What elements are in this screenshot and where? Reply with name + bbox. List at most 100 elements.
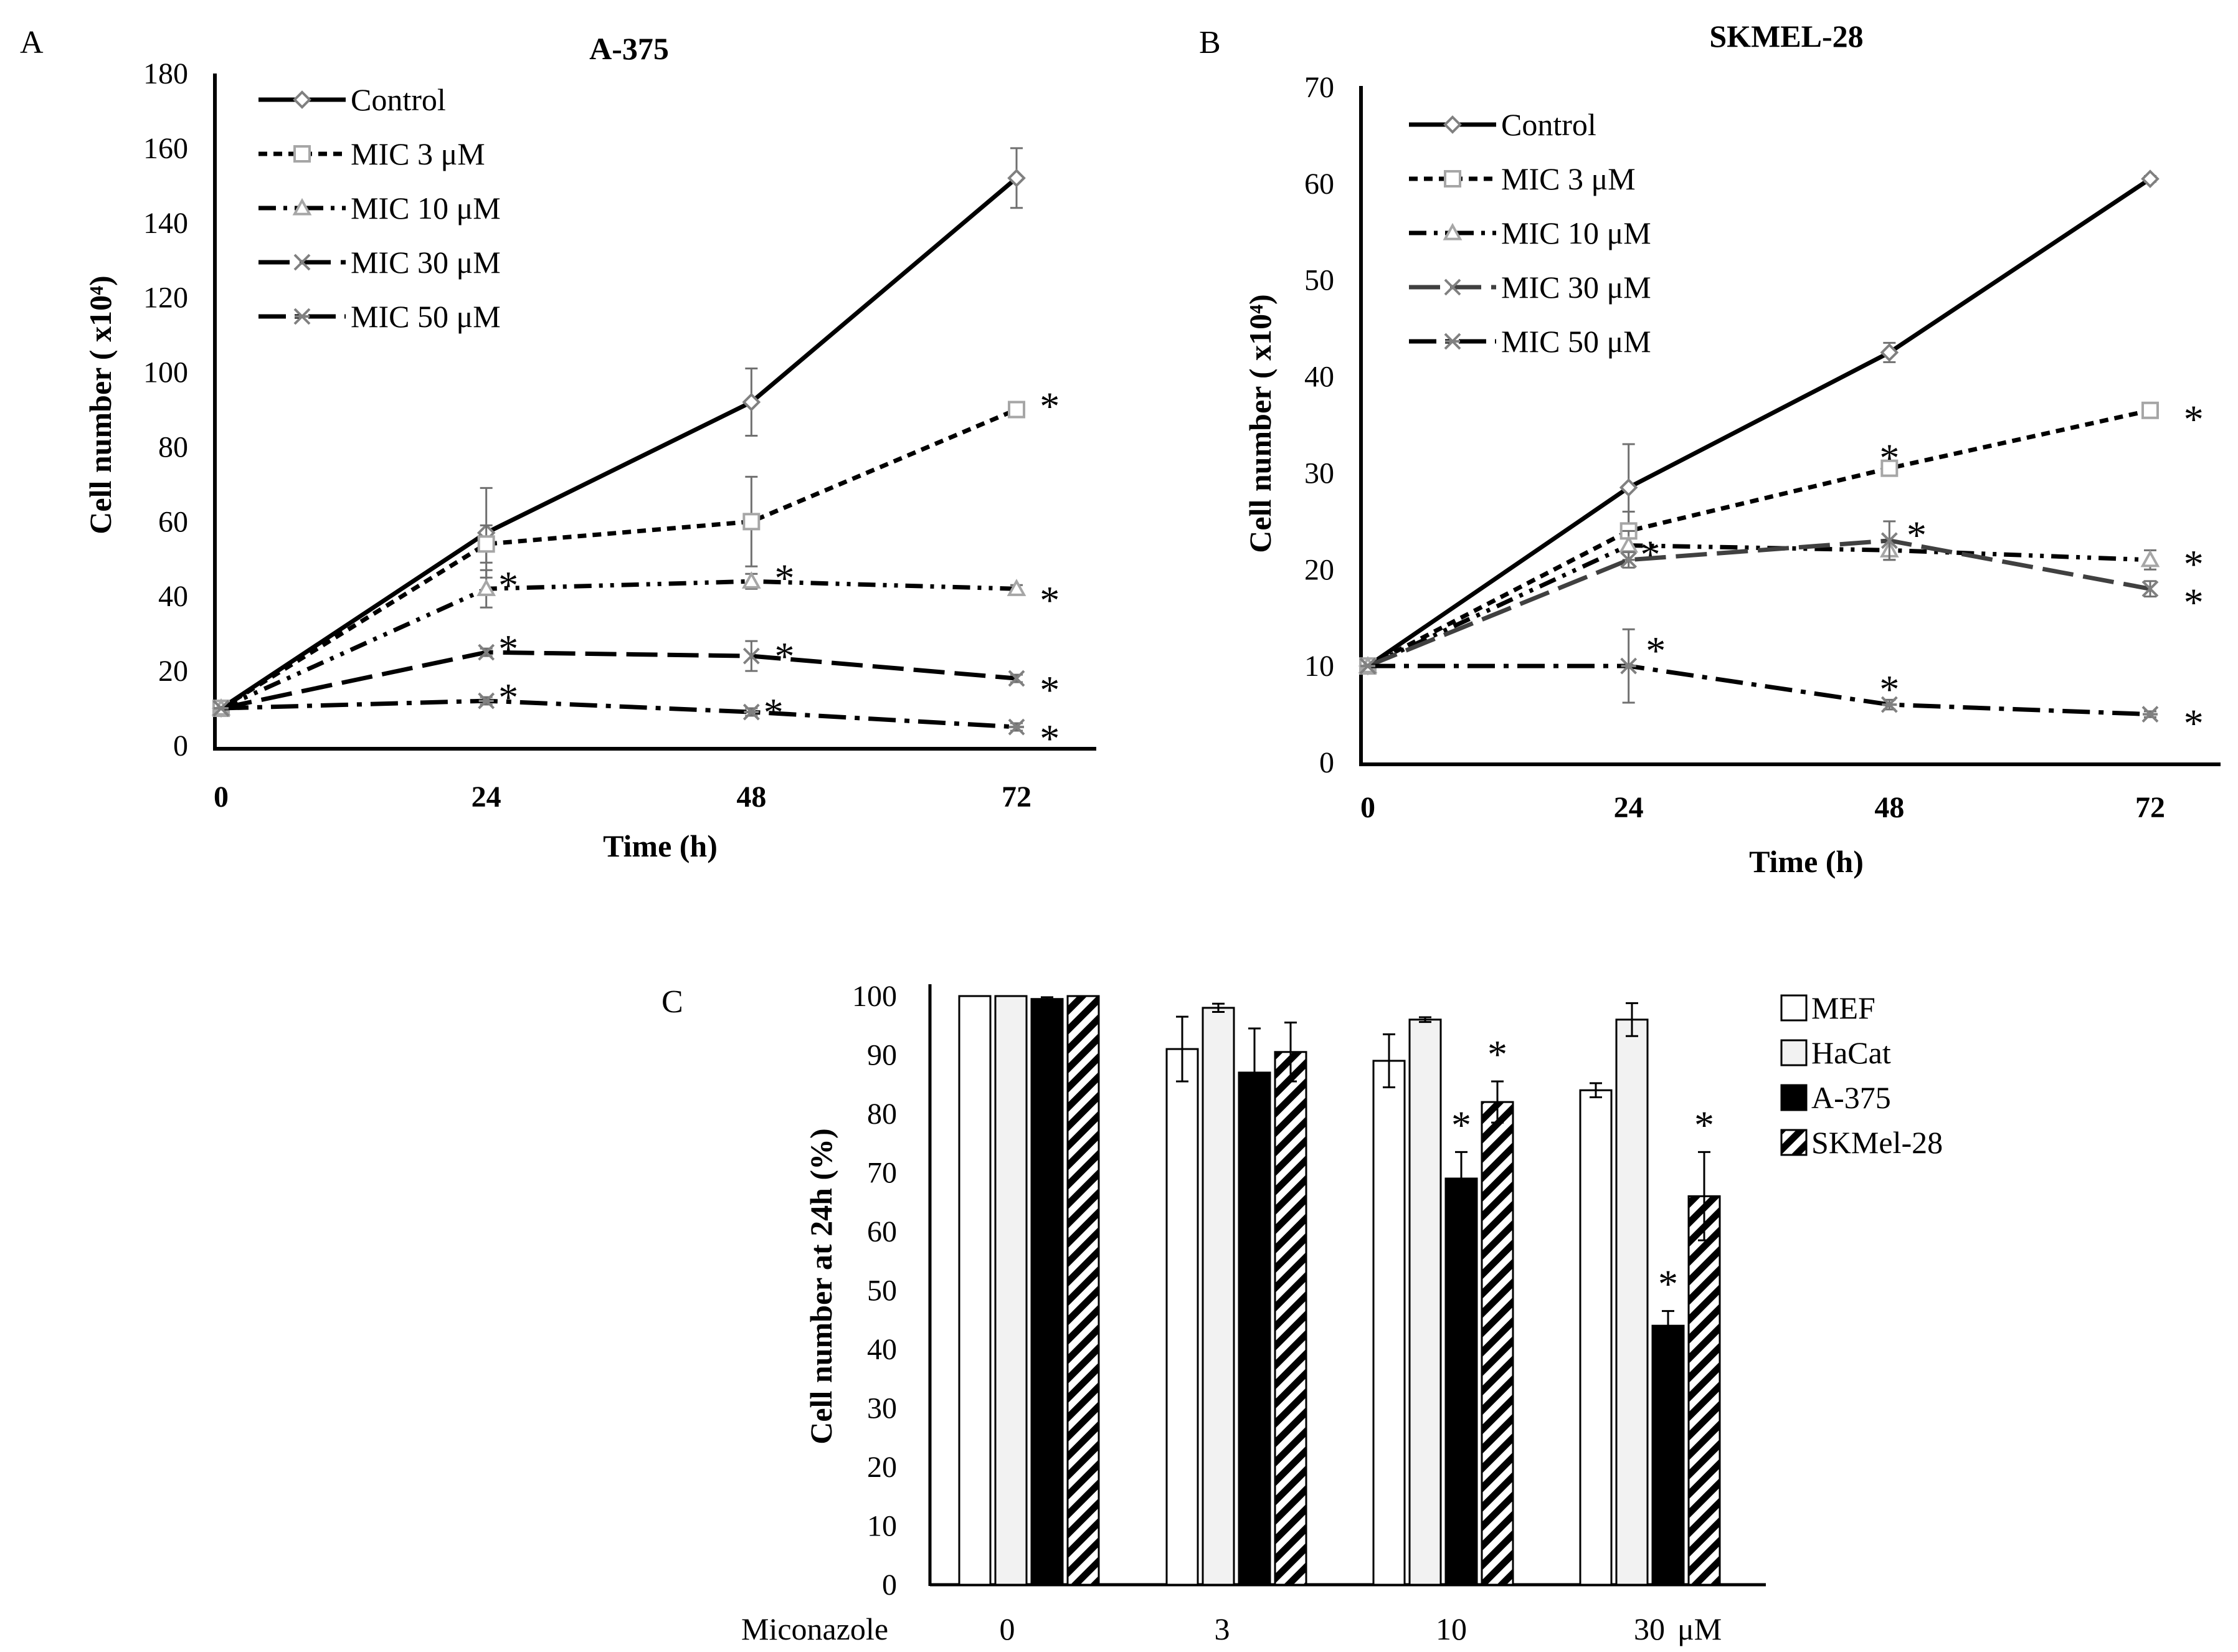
significance-star: * <box>764 690 784 734</box>
series-line <box>1368 663 2151 717</box>
y-axis-label-b: Cell number ( x10⁴) <box>1243 294 1278 553</box>
legend-item: MEF <box>1780 990 1875 1025</box>
annotations-b: *** ****** <box>1641 397 2204 746</box>
legend-marker <box>293 145 311 163</box>
data-point <box>1007 579 1027 596</box>
legend-c: MEF HaCat A-375 SKMel-28 <box>1780 990 1943 1160</box>
legend-label: MIC 3 μM <box>1501 161 1636 196</box>
legend-item: MIC 30 μM <box>258 245 501 280</box>
bar <box>1030 998 1064 1586</box>
bar <box>1202 1007 1235 1586</box>
series-line <box>1367 408 2151 668</box>
legend-item: HaCat <box>1780 1035 1891 1070</box>
y-tick-label: 30 <box>1304 457 1334 490</box>
legend-marker <box>1443 222 1463 240</box>
series-control <box>1358 169 2160 675</box>
legend-label: MIC 3 μM <box>351 136 485 171</box>
data-point <box>212 700 230 717</box>
legend-a: Control MIC 3 μM MIC 10 μM MIC 30 μM MIC 50 … <box>258 82 501 334</box>
x-tick-label: 0 <box>1000 1612 1015 1646</box>
data-point <box>742 513 761 531</box>
bar <box>1238 1071 1271 1586</box>
data-point <box>478 643 495 661</box>
data-point <box>1620 551 1638 569</box>
legend-item: MIC 50 μM <box>1409 324 1651 359</box>
x-tick-label: 72 <box>2135 791 2165 824</box>
x-tick-label: 10 <box>1436 1612 1467 1646</box>
y-tick-label: 60 <box>158 505 188 538</box>
data-point <box>477 535 495 553</box>
legend-marker <box>293 90 311 109</box>
series-group-a <box>211 147 1027 736</box>
legend-item: MIC 10 μM <box>1409 216 1651 250</box>
y-tick-label: 10 <box>867 1510 897 1543</box>
data-point <box>1880 532 1898 549</box>
series-group-b <box>1358 169 2160 723</box>
legend-item: MIC 3 μM <box>1409 161 1636 196</box>
x-tick-label: 30 <box>1634 1612 1665 1646</box>
series-mic-50-m <box>212 692 1025 736</box>
y-tick-label: 30 <box>867 1392 897 1425</box>
series-line <box>220 176 1018 710</box>
x-tick-label: 24 <box>1614 791 1644 824</box>
y-tick-label: 90 <box>867 1039 897 1072</box>
data-point <box>1880 696 1898 713</box>
data-point <box>2141 401 2159 419</box>
y-tick-label: 120 <box>143 282 188 315</box>
y-tick-label: 0 <box>1319 746 1334 779</box>
y-tick-labels-a: 0 20 40 60 80 100 120 140 160 180 <box>143 57 188 762</box>
data-point <box>1880 343 1899 362</box>
y-tick-label: 40 <box>1304 361 1334 394</box>
significance-star: * <box>1879 667 1899 711</box>
y-tick-label: 100 <box>143 356 188 389</box>
legend-marker <box>1443 115 1462 134</box>
series-mic-50-m <box>1359 628 2159 723</box>
y-tick-label: 40 <box>867 1333 897 1366</box>
bar <box>1372 1060 1406 1586</box>
data-point <box>1619 478 1638 497</box>
x-tick-label: 0 <box>214 781 229 814</box>
legend-label: HaCat <box>1811 1035 1891 1070</box>
x-tick-labels-b: 0 24 48 72 <box>1360 791 2165 824</box>
x-tick-label: 3 <box>1215 1612 1230 1646</box>
legend-item: Control <box>1409 107 1596 142</box>
bar <box>958 995 992 1586</box>
x-tick-label: 72 <box>1002 781 1031 814</box>
bar <box>1444 1177 1478 1586</box>
legend-swatch <box>1780 1084 1808 1111</box>
data-point <box>742 647 760 665</box>
significance-star: * <box>2184 542 2204 586</box>
y-tick-label: 0 <box>173 729 188 762</box>
significance-star: * <box>1040 668 1060 712</box>
x-tick-labels-a: 0 24 48 72 <box>214 781 1031 814</box>
series-mic-10-m <box>211 569 1027 716</box>
legend-swatch <box>1780 994 1808 1022</box>
data-point <box>1008 718 1025 736</box>
y-tick-label: 80 <box>867 1098 897 1131</box>
series-mic-30-m <box>1359 520 2159 675</box>
significance-star: * <box>498 675 518 719</box>
chart-title-a: A-375 <box>589 31 669 66</box>
bar <box>1274 1051 1307 1586</box>
series-line <box>1367 538 2151 668</box>
bar <box>1066 995 1100 1586</box>
y-tick-label: 60 <box>867 1215 897 1248</box>
legend-label: MIC 50 μM <box>1501 324 1651 359</box>
y-tick-label: 100 <box>852 980 897 1013</box>
series-line <box>220 407 1018 711</box>
legend-swatch <box>1780 1129 1808 1156</box>
bar <box>1651 1324 1685 1586</box>
significance-star: * <box>1487 1032 1507 1076</box>
legend-label: MIC 50 μM <box>351 299 501 334</box>
y-tick-label: 10 <box>1304 650 1334 683</box>
significance-star: * <box>2184 701 2204 745</box>
significance-star: * <box>1658 1262 1678 1306</box>
legend-label: Control <box>1501 107 1596 142</box>
data-point <box>2141 706 2159 723</box>
significance-star: * <box>1040 384 1060 429</box>
legend-marker <box>293 254 311 271</box>
bar <box>1687 1195 1721 1586</box>
significance-star: * <box>775 556 795 600</box>
chart-title-b: SKMEL-28 <box>1709 19 1863 54</box>
